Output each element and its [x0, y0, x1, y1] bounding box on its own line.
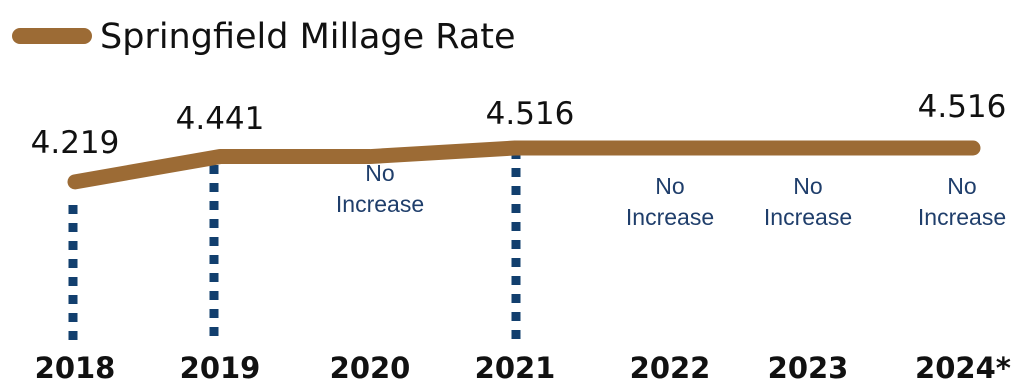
no-increase-note-line: Increase	[626, 204, 714, 230]
no-increase-note-2020: No Increase	[336, 160, 424, 217]
no-increase-note-2023: No Increase	[764, 173, 852, 230]
series-line-group	[67, 140, 981, 190]
year-label-2019: 2019	[180, 351, 261, 385]
value-label-2018: 4.219	[31, 125, 120, 161]
year-label-2022: 2022	[630, 351, 711, 385]
year-label-2018: 2018	[35, 351, 116, 385]
no-increase-note-2022: No Increase	[626, 173, 714, 230]
no-increase-note-line: No	[793, 173, 822, 199]
year-label-2021: 2021	[475, 351, 556, 385]
value-label-2019: 4.441	[176, 101, 265, 137]
year-label-2024: 2024*	[915, 351, 1011, 385]
increase-markers	[68, 150, 521, 340]
year-label-2020: 2020	[330, 351, 411, 385]
value-label-2021: 4.516	[486, 96, 575, 132]
no-increase-note-line: Increase	[764, 204, 852, 230]
no-increase-note-line: Increase	[336, 191, 424, 217]
legend-label: Springfield Millage Rate	[100, 17, 516, 57]
series-line-springfield-millage-rate	[67, 140, 981, 190]
no-increase-note-line: No	[655, 173, 684, 199]
year-label-2023: 2023	[768, 351, 849, 385]
no-increase-note-line: No	[365, 160, 394, 186]
value-label-2024: 4.516	[918, 89, 1007, 125]
legend: Springfield Millage Rate	[12, 17, 516, 57]
no-increase-note-2024: No Increase	[918, 173, 1006, 230]
no-increase-notes: No Increase No Increase No Increase No Increase	[336, 160, 1006, 230]
year-tick-labels: 2018 2019 2020 2021 2022 2023 2024*	[35, 351, 1011, 385]
no-increase-note-line: Increase	[918, 204, 1006, 230]
no-increase-note-line: No	[947, 173, 976, 199]
value-labels: 4.219 4.441 4.516 4.516	[31, 89, 1007, 161]
